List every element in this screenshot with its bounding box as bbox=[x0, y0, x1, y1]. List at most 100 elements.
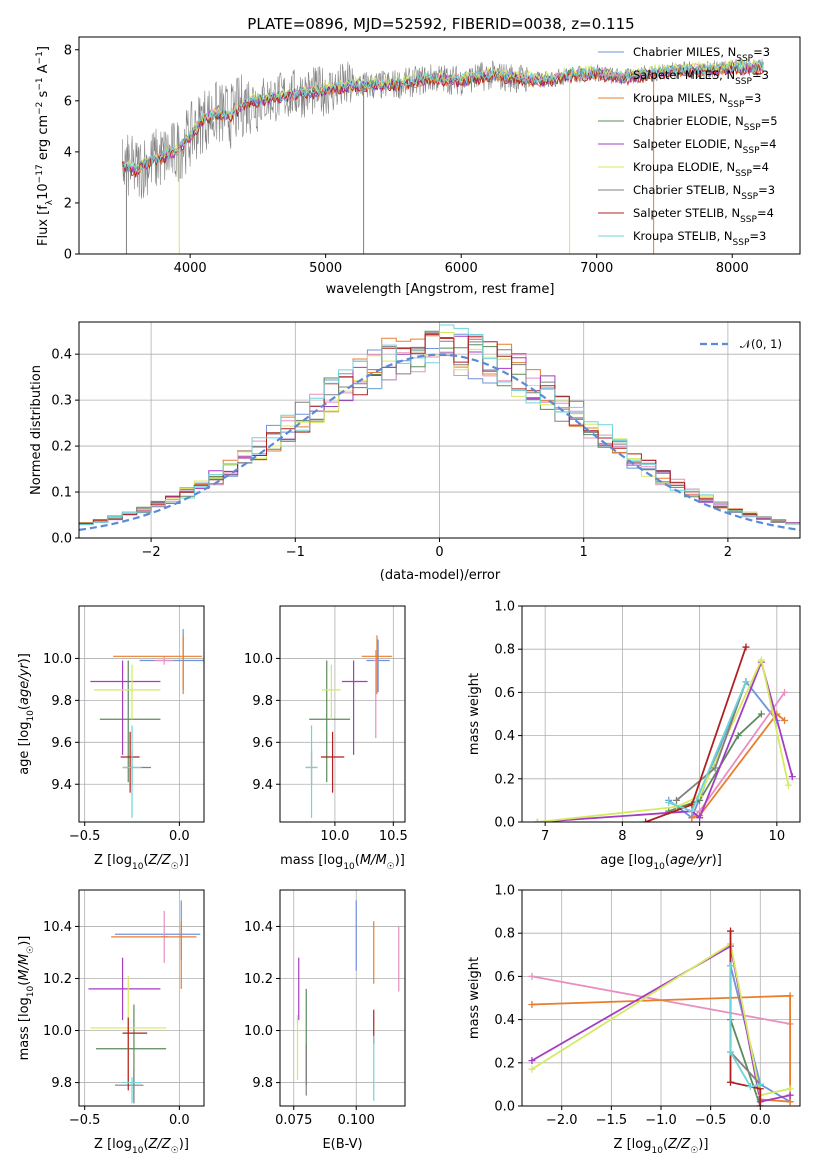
y-tick-label: 9.4 bbox=[252, 778, 273, 793]
legend-entry: Salpeter ELODIE, NSSP=4 bbox=[633, 137, 776, 156]
label-part: =3 bbox=[749, 229, 766, 243]
x-tick-label: −1 bbox=[286, 545, 305, 560]
x-tick-label: −2 bbox=[142, 545, 161, 560]
label-part: Z/Z bbox=[148, 1137, 172, 1152]
legend-entry: Chabrier STELIB, NSSP=3 bbox=[633, 183, 775, 202]
weight-marker-chabrier_elodie bbox=[734, 732, 742, 740]
x-tick-label: 10.5 bbox=[379, 829, 408, 844]
label-part: 10 bbox=[651, 1146, 663, 1156]
label-part: −17 bbox=[35, 164, 45, 183]
weight-marker-kroupa_miles bbox=[786, 992, 794, 1000]
label-part: )] bbox=[698, 1137, 708, 1152]
label-part: ( bbox=[143, 853, 148, 868]
label-part: =4 bbox=[757, 206, 774, 220]
weight-line-kroupa_stelib bbox=[668, 681, 747, 813]
label-part: )] bbox=[395, 853, 405, 868]
y-tick-label: 0.2 bbox=[494, 1056, 515, 1071]
weight-marker-kroupa_stelib bbox=[746, 1083, 754, 1091]
weight-line-kroupa_miles bbox=[531, 994, 791, 1103]
residual-histogram-panel: −2 −1 0 1 2 0.0 0.1 0.2 0.3 0.4 (data-model)/error… bbox=[29, 321, 801, 583]
label-part: )] bbox=[17, 653, 32, 663]
x-axis-label: E(B-V) bbox=[322, 1137, 362, 1152]
label-part: ☉ bbox=[26, 946, 36, 954]
x-tick-label: −2.0 bbox=[546, 1113, 578, 1128]
label-part: ☉ bbox=[171, 1146, 179, 1156]
weight-marker-kroupa_miles bbox=[528, 1000, 536, 1008]
label-part: ( bbox=[17, 981, 32, 986]
label-part: =3 bbox=[753, 45, 770, 59]
label-part: 10 bbox=[26, 710, 36, 722]
x-tick-label: 0.0 bbox=[169, 1113, 190, 1128]
legend-entry: Chabrier MILES, NSSP=3 bbox=[633, 45, 770, 64]
axes-frame bbox=[78, 36, 801, 255]
label-part: ☉ bbox=[690, 1146, 698, 1156]
label-part: =3 bbox=[752, 68, 769, 82]
label-part: Salpeter STELIB, N bbox=[633, 206, 740, 220]
label-part: Kroupa ELODIE, N bbox=[633, 160, 735, 174]
y-tick-label: 10.0 bbox=[43, 652, 72, 667]
x-tick-label: 5000 bbox=[309, 261, 342, 276]
label-part: age [log bbox=[17, 722, 32, 775]
weight-marker-chabrier_stelib bbox=[672, 796, 680, 804]
label-part: mass [log bbox=[280, 853, 343, 868]
x-tick-label: 9 bbox=[695, 829, 703, 844]
y-tick-label: 2 bbox=[64, 196, 72, 211]
normal-curve bbox=[79, 353, 800, 531]
label-part: 10 bbox=[36, 183, 51, 200]
y-tick-label: 0.0 bbox=[51, 532, 72, 547]
label-part: 10 bbox=[132, 862, 144, 872]
label-part: Kroupa MILES, N bbox=[633, 91, 728, 105]
y-tick-label: 10.2 bbox=[43, 972, 72, 987]
label-part: 10 bbox=[653, 862, 665, 872]
y-tick-label: 9.8 bbox=[51, 1076, 72, 1091]
weight-marker-kroupa_elodie bbox=[528, 1065, 536, 1073]
weight-marker-kroupa_stelib bbox=[756, 1080, 764, 1088]
weight-marker-salpeter_elodie bbox=[786, 1091, 794, 1099]
label-part: Salpeter MILES, N bbox=[633, 68, 735, 82]
label-part: Chabrier ELODIE, N bbox=[633, 114, 744, 128]
y-tick-label: 4 bbox=[64, 145, 72, 160]
weight-marker-kroupa_elodie bbox=[786, 1085, 794, 1093]
weight-marker-kroupa_stelib bbox=[688, 807, 696, 815]
label-part: mass [log bbox=[17, 997, 32, 1060]
plot-area bbox=[90, 629, 204, 818]
age-vs-mass-panel: 10.0 10.5 9.4 9.6 9.8 10.0 mass [log10(M/M☉)] bbox=[244, 605, 408, 872]
label-part: =5 bbox=[761, 114, 778, 128]
y-tick-label: 0.1 bbox=[51, 486, 72, 501]
label-part: M/M bbox=[360, 853, 387, 868]
y-tick-label: 10.2 bbox=[244, 972, 273, 987]
y-tick-label: 1.0 bbox=[494, 884, 515, 899]
label-part: ( bbox=[17, 705, 32, 710]
legend-entry: Salpeter MILES, NSSP=3 bbox=[633, 68, 769, 87]
y-axis-label: mass weight bbox=[467, 673, 482, 755]
label-part: Kroupa STELIB, N bbox=[633, 229, 733, 243]
weight-line-salpeter_stelib bbox=[645, 646, 747, 822]
y-tick-label: 0 bbox=[64, 248, 72, 263]
label-part: A bbox=[36, 64, 51, 77]
label-part: 𝒩 bbox=[740, 337, 754, 351]
y-tick-label: 0.4 bbox=[494, 1013, 515, 1028]
label-part: SSP bbox=[735, 77, 752, 87]
label-part: ☉ bbox=[171, 862, 179, 872]
weight-marker-salpeter_stelib bbox=[727, 927, 734, 935]
label-part: SSP bbox=[733, 238, 750, 248]
label-part: ( bbox=[665, 853, 670, 868]
x-tick-label: 1 bbox=[580, 545, 588, 560]
y-tick-label: 10.0 bbox=[244, 1024, 273, 1039]
label-part: (0, 1) bbox=[751, 337, 782, 351]
legend-entry: Kroupa ELODIE, NSSP=4 bbox=[633, 160, 769, 179]
label-part: erg cm bbox=[36, 115, 51, 164]
label-part: ( bbox=[355, 853, 360, 868]
y-axis-label: age [log10(age/yr)] bbox=[17, 653, 36, 775]
x-tick-label: 7000 bbox=[580, 261, 613, 276]
x-axis-label: (data-model)/error bbox=[380, 568, 501, 583]
label-part: =3 bbox=[744, 91, 761, 105]
label-part: −1 bbox=[35, 77, 45, 90]
axes-frame bbox=[78, 889, 205, 1107]
weight-line-salpeter_elodie bbox=[537, 659, 794, 822]
label-part: )] bbox=[17, 936, 32, 946]
y-tick-label: 10.4 bbox=[43, 920, 72, 935]
label-part: M/M bbox=[17, 954, 32, 981]
x-axis-label: Z [log10(Z/Z☉)] bbox=[94, 1137, 189, 1156]
